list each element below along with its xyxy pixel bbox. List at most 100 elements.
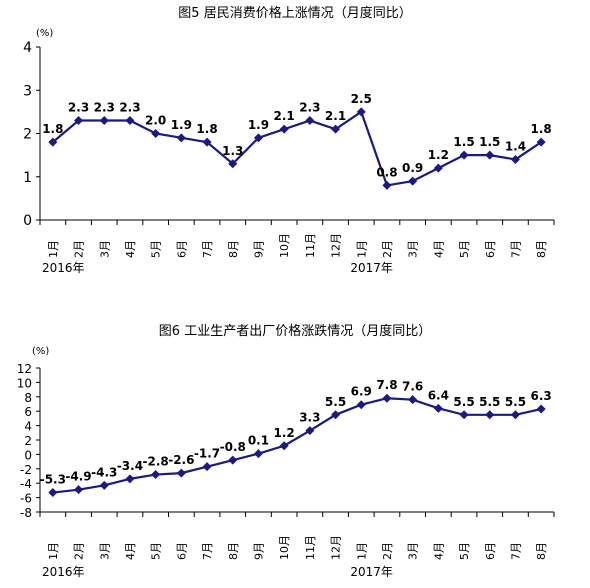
ppi-data-point [279, 441, 289, 451]
ppi-data-point [459, 410, 469, 420]
ppi-data-label: -4.3 [91, 465, 117, 479]
cpi-data-point [433, 163, 443, 173]
ppi-data-label: 7.6 [402, 380, 423, 394]
cpi-data-label: 2.3 [299, 101, 320, 115]
ppi-data-point [510, 410, 520, 420]
cpi-x-tick-label: 10月 [278, 233, 291, 258]
ppi-data-point [125, 474, 135, 484]
ppi-y-tick-label: -6 [20, 492, 32, 506]
cpi-x-tick-label: 11月 [304, 233, 317, 258]
ppi-x-tick-label: 6月 [175, 542, 188, 560]
cpi-x-tick-label: 8月 [535, 240, 548, 258]
cpi-data-point [510, 154, 520, 164]
ppi-data-label: -2.6 [168, 453, 194, 467]
cpi-x-tick-label: 7月 [509, 240, 522, 258]
cpi-data-label: 1.8 [531, 122, 552, 136]
ppi-x-tick-label: 7月 [201, 542, 214, 560]
cpi-data-label: 1.2 [428, 148, 449, 162]
ppi-data-label: 3.3 [299, 411, 320, 425]
cpi-data-point [459, 150, 469, 160]
ppi-data-point [202, 462, 212, 472]
ppi-data-point [485, 410, 495, 420]
cpi-data-point [536, 137, 546, 147]
cpi-data-label: 2.3 [119, 101, 140, 115]
cpi-data-label: 0.8 [376, 165, 397, 179]
ppi-data-label: -2.8 [143, 455, 169, 469]
cpi-x-tick-label: 2月 [381, 240, 394, 258]
ppi-x-tick-label: 12月 [330, 535, 343, 560]
ppi-data-label: 6.4 [428, 388, 449, 402]
ppi-data-label: -3.4 [117, 459, 143, 473]
cpi-x-tick-label: 1月 [355, 240, 368, 258]
ppi-y-tick-label: 4 [24, 420, 32, 434]
ppi-data-point [305, 426, 315, 436]
ppi-year-label: 2016年 [42, 565, 85, 579]
ppi-data-label: 6.9 [351, 385, 372, 399]
ppi-data-label: 6.3 [531, 389, 552, 403]
cpi-x-tick-label: 2月 [73, 240, 86, 258]
ppi-data-label: 5.5 [325, 395, 346, 409]
ppi-data-label: 7.8 [376, 378, 397, 392]
cpi-data-point [331, 124, 341, 134]
cpi-x-tick-label: 3月 [98, 240, 111, 258]
ppi-y-tick-label: 0 [24, 448, 32, 462]
ppi-x-tick-label: 5月 [150, 542, 163, 560]
cpi-data-point [176, 133, 186, 143]
cpi-data-label: 1.9 [248, 118, 269, 132]
cpi-x-tick-label: 3月 [407, 240, 420, 258]
cpi-data-label: 1.4 [505, 139, 526, 153]
cpi-data-label: 1.5 [453, 135, 474, 149]
ppi-y-tick-label: -2 [20, 463, 32, 477]
ppi-x-tick-label: 9月 [252, 542, 265, 560]
ppi-x-tick-label: 1月 [47, 542, 60, 560]
ppi-year-label: 2017年 [350, 565, 393, 579]
cpi-data-point [485, 150, 495, 160]
ppi-data-label: -0.8 [220, 440, 246, 454]
cpi-x-tick-label: 5月 [150, 240, 163, 258]
cpi-year-label: 2017年 [350, 261, 393, 275]
cpi-x-tick-label: 8月 [227, 240, 240, 258]
ppi-data-label: -1.7 [194, 447, 220, 461]
ppi-x-tick-label: 1月 [355, 542, 368, 560]
ppi-data-label: 5.5 [453, 395, 474, 409]
ppi-data-point [151, 470, 161, 480]
ppi-x-tick-label: 11月 [304, 535, 317, 560]
cpi-data-point [48, 137, 58, 147]
ppi-data-label: 5.5 [479, 395, 500, 409]
cpi-x-tick-label: 7月 [201, 240, 214, 258]
cpi-data-point [202, 137, 212, 147]
cpi-x-tick-label: 12月 [330, 233, 343, 258]
cpi-data-label: 1.3 [222, 144, 243, 158]
cpi-data-point [305, 116, 315, 126]
cpi-data-label: 2.0 [145, 114, 166, 128]
cpi-data-point [408, 176, 418, 186]
ppi-y-tick-label: 10 [17, 376, 32, 390]
cpi-data-label: 2.3 [94, 101, 115, 115]
cpi-x-tick-label: 5月 [458, 240, 471, 258]
cpi-x-tick-label: 4月 [432, 240, 445, 258]
ppi-y-tick-label: 6 [24, 405, 32, 419]
ppi-x-tick-label: 3月 [98, 542, 111, 560]
ppi-y-tick-label: -4 [20, 477, 32, 491]
ppi-data-point [433, 403, 443, 413]
ppi-data-point [74, 485, 84, 495]
ppi-data-point [228, 455, 238, 465]
ppi-x-tick-label: 4月 [124, 542, 137, 560]
ppi-data-point [331, 410, 341, 420]
ppi-x-tick-label: 7月 [509, 542, 522, 560]
cpi-data-point [125, 116, 135, 126]
cpi-data-label: 1.8 [196, 122, 217, 136]
cpi-data-point [99, 116, 109, 126]
cpi-x-tick-label: 9月 [252, 240, 265, 258]
ppi-x-tick-label: 8月 [535, 542, 548, 560]
ppi-y-tick-label: -8 [20, 506, 32, 520]
cpi-data-point [228, 159, 238, 169]
ppi-x-tick-label: 6月 [484, 542, 497, 560]
cpi-chart-panel: 图5 居民消费价格上涨情况（月度同比） 0 1 2 3 4 (%) 1月 2月 3月 4月 5月 6月… [0, 0, 590, 290]
ppi-x-tick-label: 10月 [278, 535, 291, 560]
ppi-y-tick-label: 12 [17, 362, 32, 376]
cpi-x-tick-label: 4月 [124, 240, 137, 258]
cpi-data-point [356, 107, 366, 117]
ppi-chart-panel: 图6 工业生产者出厂价格涨跌情况（月度同比） -8 -6 -4 -2 0 2 4 6 8 10 12… [0, 318, 590, 588]
ppi-data-point [176, 468, 186, 478]
